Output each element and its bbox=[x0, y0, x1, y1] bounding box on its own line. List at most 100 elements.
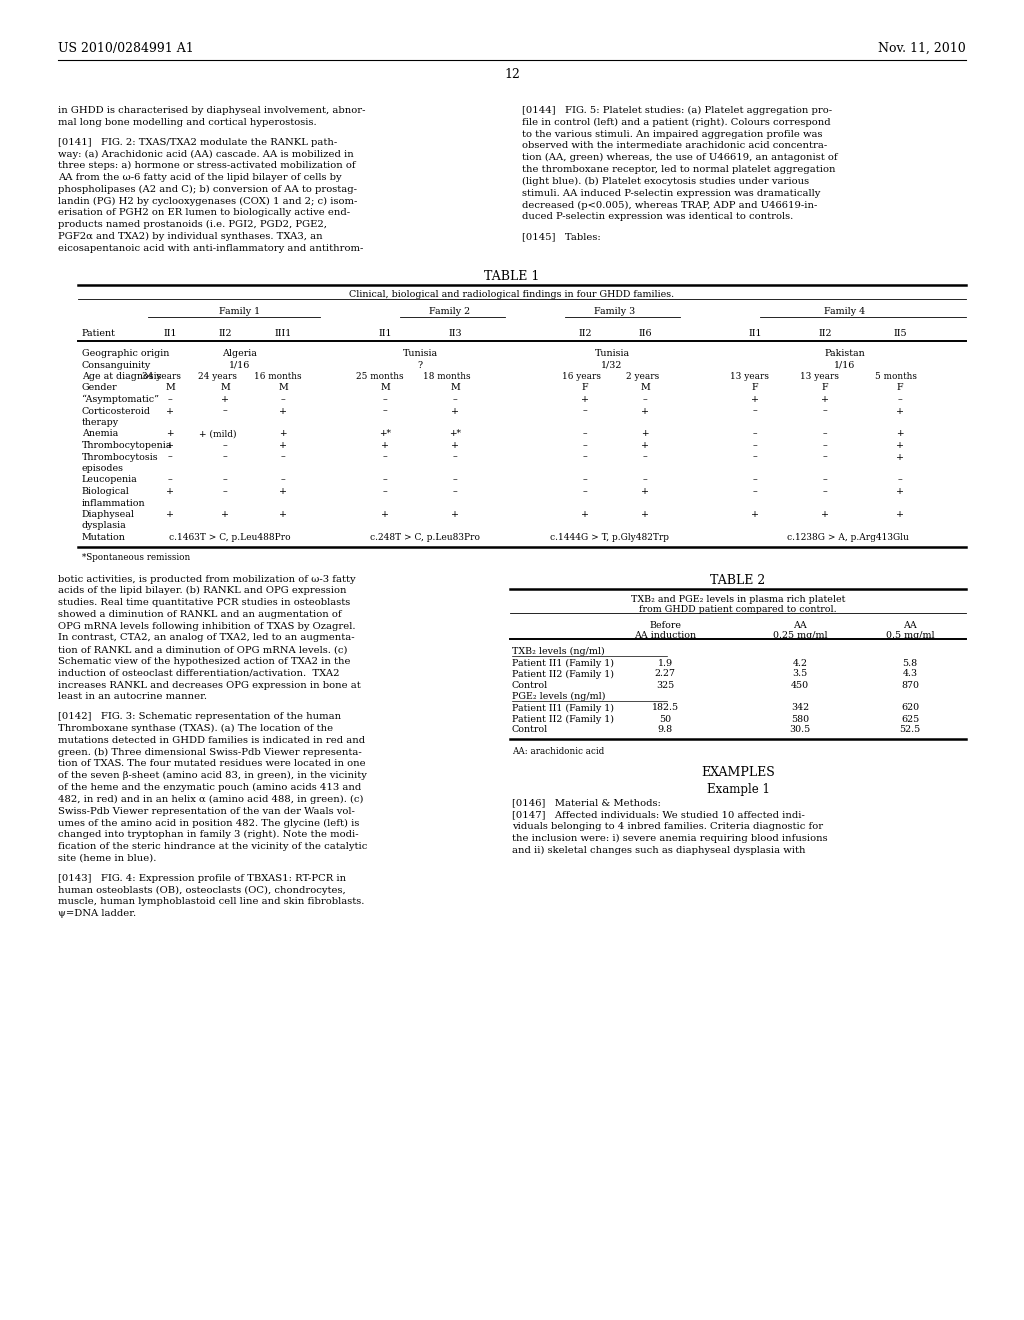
Text: II2: II2 bbox=[579, 329, 592, 338]
Text: Corticosteroid: Corticosteroid bbox=[82, 407, 151, 416]
Text: of the heme and the enzymatic pouch (amino acids 413 and: of the heme and the enzymatic pouch (ami… bbox=[58, 783, 361, 792]
Text: –: – bbox=[583, 475, 588, 484]
Text: stimuli. AA induced P-selectin expression was dramatically: stimuli. AA induced P-selectin expressio… bbox=[522, 189, 820, 198]
Text: +: + bbox=[896, 407, 904, 416]
Text: –: – bbox=[822, 487, 827, 496]
Text: Family 3: Family 3 bbox=[594, 308, 636, 315]
Text: Patient II1 (Family 1): Patient II1 (Family 1) bbox=[512, 659, 614, 668]
Text: way: (a) Arachidonic acid (AA) cascade. AA is mobilized in: way: (a) Arachidonic acid (AA) cascade. … bbox=[58, 149, 353, 158]
Text: –: – bbox=[222, 441, 227, 450]
Text: mal long bone modelling and cortical hyperostosis.: mal long bone modelling and cortical hyp… bbox=[58, 117, 316, 127]
Text: 3.5: 3.5 bbox=[793, 669, 808, 678]
Text: –: – bbox=[168, 453, 172, 462]
Text: II1: II1 bbox=[378, 329, 392, 338]
Text: II5: II5 bbox=[893, 329, 907, 338]
Text: site (heme in blue).: site (heme in blue). bbox=[58, 854, 157, 863]
Text: +: + bbox=[279, 407, 287, 416]
Text: [0143]   FIG. 4: Expression profile of TBXAS1: RT-PCR in: [0143] FIG. 4: Expression profile of TBX… bbox=[58, 874, 346, 883]
Text: +: + bbox=[641, 407, 649, 416]
Text: +: + bbox=[641, 429, 649, 438]
Text: Anemia: Anemia bbox=[82, 429, 118, 438]
Text: 9.8: 9.8 bbox=[657, 726, 673, 734]
Text: AA: arachidonic acid: AA: arachidonic acid bbox=[512, 747, 604, 755]
Text: 4.2: 4.2 bbox=[793, 659, 808, 668]
Text: –: – bbox=[222, 487, 227, 496]
Text: Schematic view of the hypothesized action of TXA2 in the: Schematic view of the hypothesized actio… bbox=[58, 657, 350, 667]
Text: +: + bbox=[166, 510, 174, 519]
Text: Tunisia: Tunisia bbox=[402, 348, 437, 358]
Text: TXB₂ levels (ng/ml): TXB₂ levels (ng/ml) bbox=[512, 647, 605, 656]
Text: –: – bbox=[753, 429, 758, 438]
Text: 325: 325 bbox=[656, 681, 674, 689]
Text: [0142]   FIG. 3: Schematic representation of the human: [0142] FIG. 3: Schematic representation … bbox=[58, 713, 341, 721]
Text: Tunisia: Tunisia bbox=[595, 348, 630, 358]
Text: +: + bbox=[381, 441, 389, 450]
Text: Gender: Gender bbox=[82, 384, 118, 392]
Text: +: + bbox=[279, 487, 287, 496]
Text: *Spontaneous remission: *Spontaneous remission bbox=[82, 553, 190, 561]
Text: products named prostanoids (i.e. PGI2, PGD2, PGE2,: products named prostanoids (i.e. PGI2, P… bbox=[58, 220, 327, 230]
Text: +: + bbox=[641, 510, 649, 519]
Text: 2.27: 2.27 bbox=[654, 669, 676, 678]
Text: –: – bbox=[822, 429, 827, 438]
Text: –: – bbox=[383, 453, 387, 462]
Text: Thromboxane synthase (TXAS). (a) The location of the: Thromboxane synthase (TXAS). (a) The loc… bbox=[58, 725, 333, 733]
Text: decreased (p<0.005), whereas TRAP, ADP and U46619-in-: decreased (p<0.005), whereas TRAP, ADP a… bbox=[522, 201, 817, 210]
Text: 1.9: 1.9 bbox=[657, 659, 673, 668]
Text: M: M bbox=[451, 384, 460, 392]
Text: Algeria: Algeria bbox=[222, 348, 257, 358]
Text: –: – bbox=[753, 487, 758, 496]
Text: increases RANKL and decreases OPG expression in bone at: increases RANKL and decreases OPG expres… bbox=[58, 681, 360, 689]
Text: –: – bbox=[453, 453, 458, 462]
Text: fication of the steric hindrance at the vicinity of the catalytic: fication of the steric hindrance at the … bbox=[58, 842, 368, 851]
Text: + (mild): + (mild) bbox=[200, 429, 237, 438]
Text: –: – bbox=[453, 395, 458, 404]
Text: +: + bbox=[451, 510, 459, 519]
Text: human osteoblasts (OB), osteoclasts (OC), chondrocytes,: human osteoblasts (OB), osteoclasts (OC)… bbox=[58, 886, 346, 895]
Text: +: + bbox=[166, 407, 174, 416]
Text: +: + bbox=[751, 510, 759, 519]
Text: 5.8: 5.8 bbox=[902, 659, 918, 668]
Text: +: + bbox=[581, 510, 589, 519]
Text: –: – bbox=[453, 475, 458, 484]
Text: +: + bbox=[896, 487, 904, 496]
Text: episodes: episodes bbox=[82, 465, 124, 473]
Text: M: M bbox=[279, 384, 288, 392]
Text: Control: Control bbox=[512, 681, 548, 689]
Text: M: M bbox=[380, 384, 390, 392]
Text: 620: 620 bbox=[901, 704, 920, 713]
Text: from GHDD patient compared to control.: from GHDD patient compared to control. bbox=[639, 605, 837, 614]
Text: the thromboxane receptor, led to normal platelet aggregation: the thromboxane receptor, led to normal … bbox=[522, 165, 836, 174]
Text: F: F bbox=[582, 384, 589, 392]
Text: +: + bbox=[221, 510, 229, 519]
Text: 1/16: 1/16 bbox=[229, 360, 251, 370]
Text: –: – bbox=[168, 395, 172, 404]
Text: +: + bbox=[451, 441, 459, 450]
Text: PGF2α and TXA2) by individual synthases. TXA3, an: PGF2α and TXA2) by individual synthases.… bbox=[58, 232, 323, 242]
Text: Patient II1 (Family 1): Patient II1 (Family 1) bbox=[512, 704, 614, 713]
Text: 50: 50 bbox=[658, 714, 671, 723]
Text: tion of TXAS. The four mutated residues were located in one: tion of TXAS. The four mutated residues … bbox=[58, 759, 366, 768]
Text: least in an autocrine manner.: least in an autocrine manner. bbox=[58, 693, 207, 701]
Text: ψ=DNA ladder.: ψ=DNA ladder. bbox=[58, 909, 136, 919]
Text: Geographic origin: Geographic origin bbox=[82, 348, 169, 358]
Text: –: – bbox=[583, 407, 588, 416]
Text: +: + bbox=[641, 487, 649, 496]
Text: –: – bbox=[281, 453, 286, 462]
Text: +: + bbox=[896, 441, 904, 450]
Text: +: + bbox=[381, 510, 389, 519]
Text: +: + bbox=[896, 429, 904, 438]
Text: +: + bbox=[166, 441, 174, 450]
Text: +: + bbox=[641, 441, 649, 450]
Text: M: M bbox=[640, 384, 650, 392]
Text: in GHDD is characterised by diaphyseal involvement, abnor-: in GHDD is characterised by diaphyseal i… bbox=[58, 106, 366, 115]
Text: +: + bbox=[751, 395, 759, 404]
Text: Mutation: Mutation bbox=[82, 533, 126, 543]
Text: Patient: Patient bbox=[82, 329, 116, 338]
Text: +: + bbox=[581, 395, 589, 404]
Text: II1: II1 bbox=[749, 329, 762, 338]
Text: –: – bbox=[753, 475, 758, 484]
Text: 13 years: 13 years bbox=[730, 372, 769, 381]
Text: US 2010/0284991 A1: US 2010/0284991 A1 bbox=[58, 42, 194, 55]
Text: observed with the intermediate arachidonic acid concentra-: observed with the intermediate arachidon… bbox=[522, 141, 827, 150]
